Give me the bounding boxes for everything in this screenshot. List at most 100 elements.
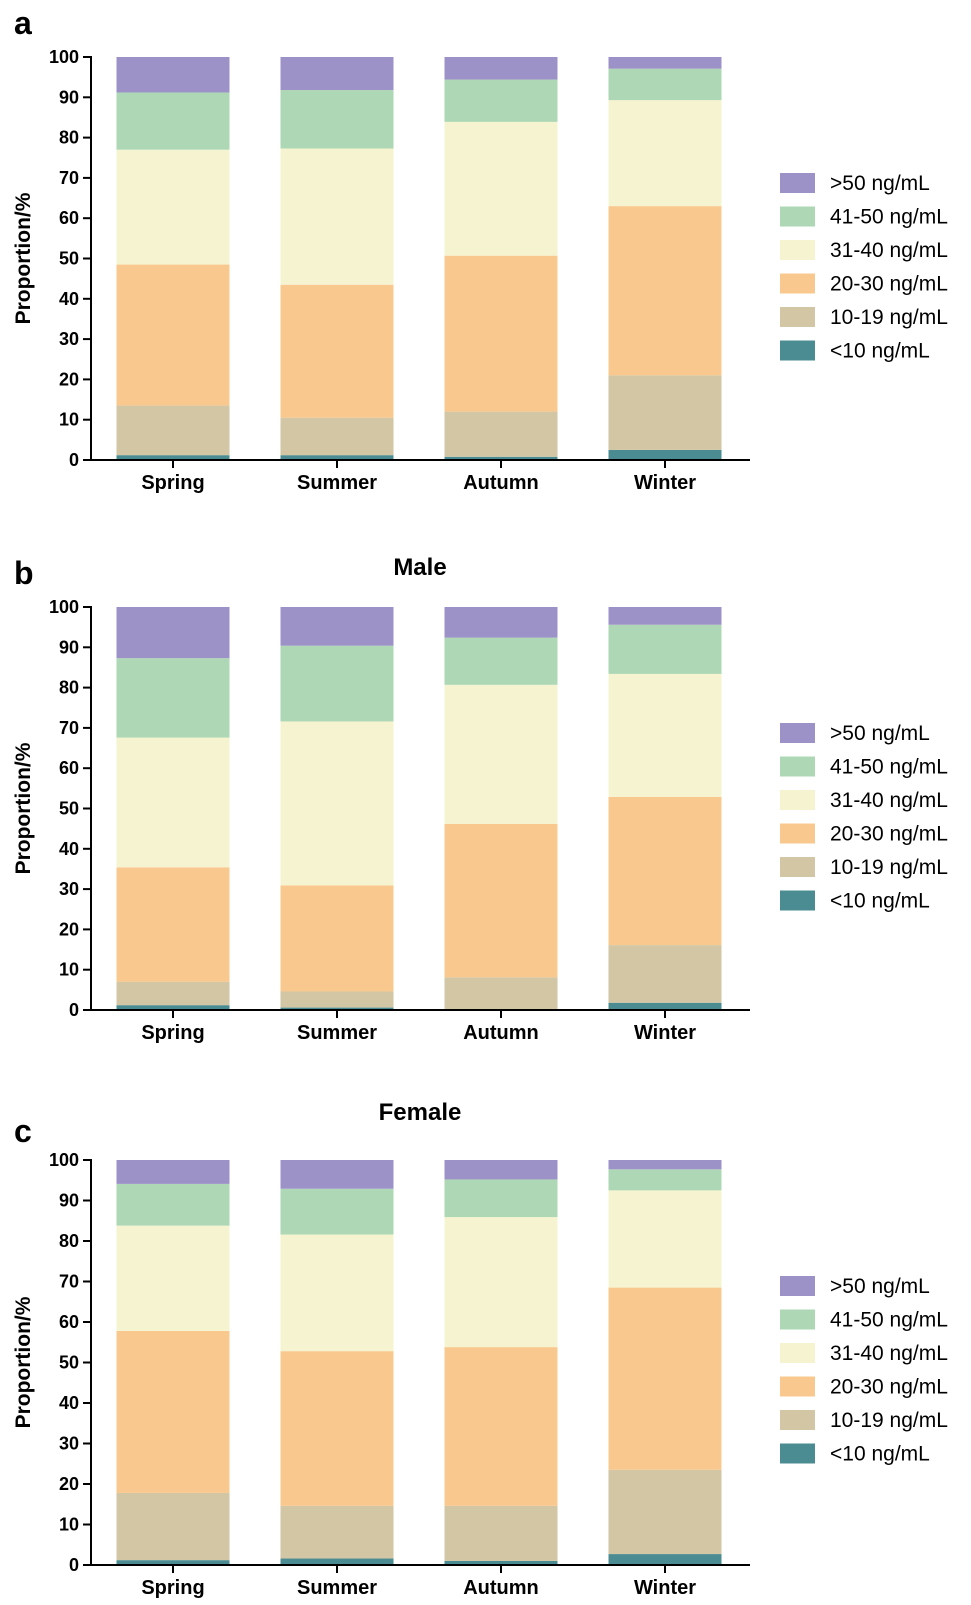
bar-stack-winter [608,57,722,460]
y-tick-label: 80 [59,678,79,698]
panel-letter: b [14,555,34,591]
bar-segment [608,1160,722,1170]
y-tick-label: 80 [59,1231,79,1251]
legend-swatch [780,1410,815,1430]
y-tick-label: 0 [69,1555,79,1575]
legend-label: >50 ng/mL [830,172,930,195]
bar-segment [444,1160,558,1180]
y-tick-label: 30 [59,879,79,899]
y-tick-label: 100 [49,1150,79,1170]
chart-panel-c: c Female 0 10 20 30 40 50 60 70 80 90 100 Spring Summe… [12,1099,948,1599]
legend-label: 10-19 ng/mL [830,306,948,329]
bar-segment [280,1505,394,1559]
x-tick-label: Spring [141,1577,204,1599]
bar-segment [116,264,230,406]
chart-title: Female [379,1099,462,1126]
legend-swatch [780,857,815,877]
bar-segment [444,1505,558,1561]
bar-segment [280,1188,394,1235]
bar-segment [444,637,558,685]
y-tick-label: 60 [59,1312,79,1332]
bar-segment [444,1217,558,1348]
bar-stack-summer [280,607,394,1010]
bar-stack-spring [116,1160,230,1565]
legend: >50 ng/mL 41-50 ng/mL 31-40 ng/mL 20-30 ng/… [780,722,948,913]
chart-panel-a: a 0 10 20 30 40 50 60 70 80 90 100 Spring Summer Autum… [12,5,948,494]
y-tick-label: 100 [49,597,79,617]
bar-segment [116,1225,230,1331]
bar-stack-winter [608,607,722,1010]
y-tick-label: 60 [59,758,79,778]
legend-swatch [780,173,815,193]
legend-label: <10 ng/mL [830,1443,930,1466]
bar-segment [444,255,558,412]
legend-label: <10 ng/mL [830,340,930,363]
legend-label: 31-40 ng/mL [830,1342,948,1365]
legend-swatch [780,240,815,260]
y-tick-label: 30 [59,1434,79,1454]
legend-label: 20-30 ng/mL [830,823,948,846]
bar-segment [608,945,722,1003]
y-tick-label: 40 [59,839,79,859]
bar-stack-summer [280,1160,394,1565]
panel-letter: a [14,5,32,41]
y-tick-label: 70 [59,718,79,738]
bar-segment [608,68,722,101]
legend-swatch [780,273,815,294]
y-tick-label: 10 [59,1515,79,1535]
x-tick-label: Spring [141,472,204,494]
y-tick-label: 80 [59,128,79,148]
bar-segment [608,1287,722,1470]
y-tick-label: 20 [59,919,79,939]
x-tick-label: Autumn [463,1022,539,1044]
bar-segment [608,1469,722,1555]
y-axis-title: Proportion/% [12,192,35,324]
bar-segment [280,417,394,456]
x-tick-label: Summer [297,1577,377,1599]
y-tick-label: 20 [59,369,79,389]
y-tick-label: 40 [59,1393,79,1413]
bar-segment [280,57,394,91]
bar-segment [116,1560,230,1565]
legend-swatch [780,1276,815,1296]
bar-segment [608,624,722,674]
bar-stack-winter [608,1160,722,1565]
bar-stack-spring [116,607,230,1010]
legend-label: 10-19 ng/mL [830,1409,948,1432]
bar-segment [608,1169,722,1191]
y-tick-label: 10 [59,960,79,980]
legend-swatch [780,823,815,844]
bar-segment [116,658,230,738]
bar-segment [444,1560,558,1565]
bar-segment [116,1160,230,1184]
chart-panel-b: b Male 0 10 20 30 40 50 60 70 80 90 100 Spring Summer A… [12,554,948,1044]
legend-label: >50 ng/mL [830,1275,930,1298]
bar-segment [608,796,722,946]
bar-segment [116,1492,230,1561]
bar-segment [280,1351,394,1506]
y-tick-label: 50 [59,249,79,269]
bar-segment [444,79,558,122]
bar-segment [280,885,394,992]
bar-stack-spring [116,57,230,460]
bar-segment [116,1183,230,1226]
legend-label: 31-40 ng/mL [830,789,948,812]
bar-segment [608,449,722,460]
bar-segment [608,57,722,69]
y-tick-label: 100 [49,47,79,67]
x-tick-label: Summer [297,472,377,494]
legend-swatch [780,307,815,327]
bar-segment [444,1347,558,1506]
legend-label: 41-50 ng/mL [830,1309,948,1332]
panel-letter: c [14,1113,32,1149]
bar-segment [444,977,558,1010]
legend-swatch [780,340,815,361]
legend-label: 41-50 ng/mL [830,756,948,779]
bar-segment [116,1330,230,1493]
bar-segment [116,737,230,868]
legend-label: 10-19 ng/mL [830,856,948,879]
y-tick-label: 90 [59,87,79,107]
bar-stack-autumn [444,607,558,1010]
legend-label: 31-40 ng/mL [830,239,948,262]
